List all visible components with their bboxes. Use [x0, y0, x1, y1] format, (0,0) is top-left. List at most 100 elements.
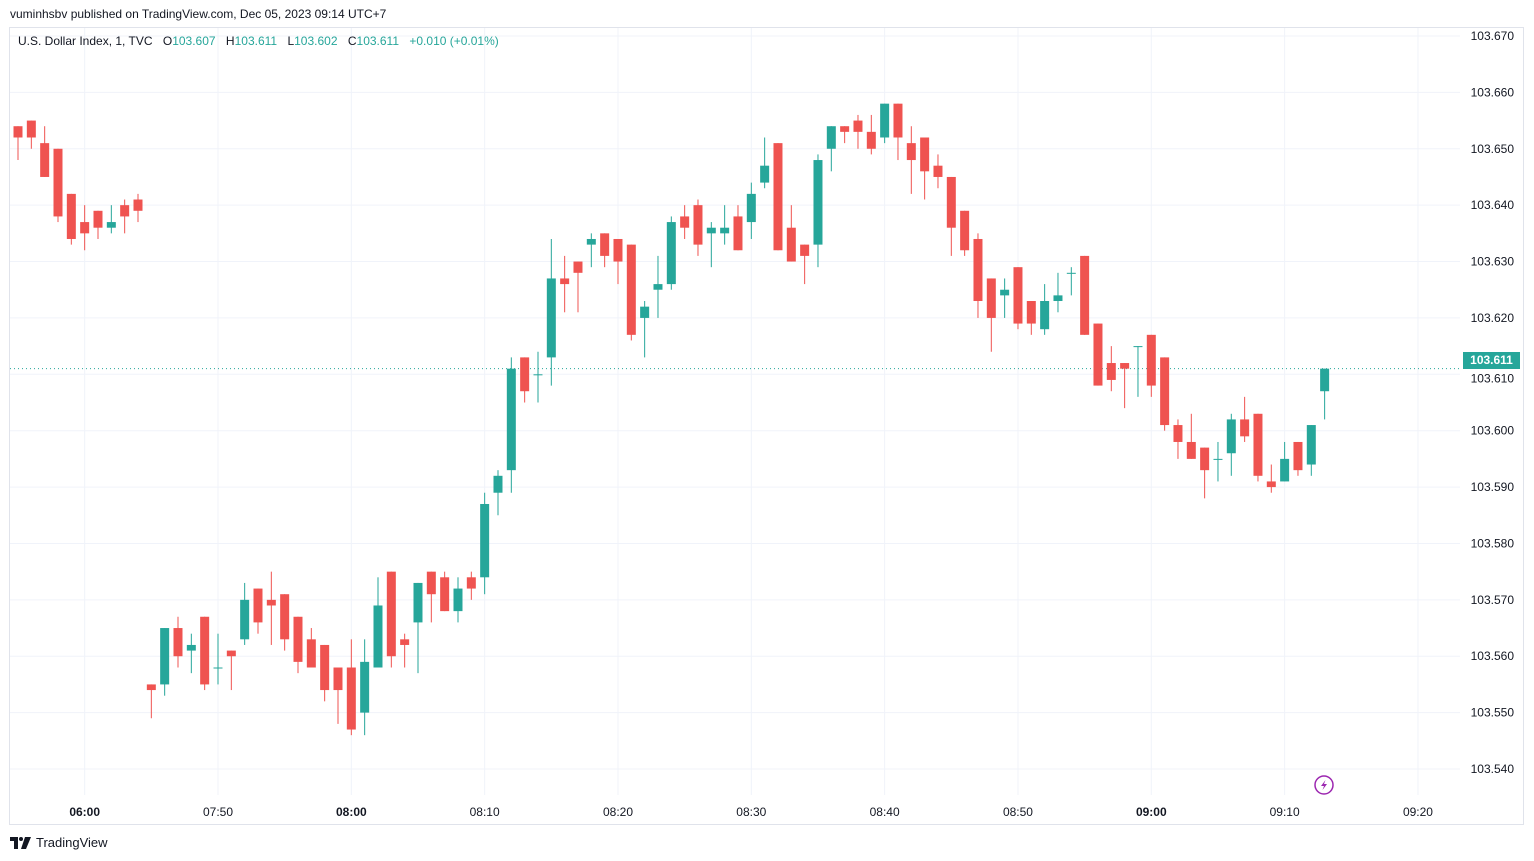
chart-frame — [9, 27, 1524, 825]
candle-down — [1026, 301, 1036, 335]
candle-body — [973, 238, 983, 302]
price-tick-label: 103.550 — [1471, 706, 1515, 720]
price-tick-label: 103.570 — [1471, 593, 1515, 607]
candle-down — [146, 684, 156, 719]
ohlc-legend: U.S. Dollar Index, 1, TVC O103.607 H103.… — [18, 34, 499, 48]
tradingview-logo[interactable]: TradingView — [10, 835, 108, 850]
price-tick-label: 103.650 — [1471, 142, 1515, 156]
candle-down — [866, 114, 876, 155]
candle-up — [1000, 278, 1010, 318]
candle-down — [1146, 334, 1156, 397]
lightning-icon[interactable] — [1314, 775, 1334, 795]
candle-down — [1013, 267, 1023, 330]
candle-body — [1093, 323, 1103, 386]
candle-down — [893, 103, 903, 161]
candle-down — [973, 233, 983, 318]
candle-down — [1120, 363, 1130, 409]
candle-down — [680, 205, 690, 239]
close-label: C — [347, 34, 357, 48]
time-axis: 06:00 07:50 08:00 08:10 08:20 08:30 08:40 08:50… — [69, 805, 1433, 819]
candle-down — [560, 255, 570, 313]
candle-down — [1106, 346, 1116, 392]
candle-down — [920, 137, 930, 200]
candle-down — [613, 238, 623, 285]
candle-down — [1240, 396, 1250, 442]
close-value: 103.611 — [356, 34, 400, 48]
candle-down — [1173, 419, 1183, 459]
candle-body — [1053, 295, 1063, 302]
candle-body — [480, 503, 490, 578]
symbol-title[interactable]: U.S. Dollar Index, 1, TVC — [18, 34, 153, 48]
candle-up — [706, 222, 716, 268]
candle-down — [1293, 441, 1303, 476]
price-tick-label: 103.660 — [1471, 85, 1515, 99]
candle-down — [1160, 357, 1170, 431]
candle-body — [26, 120, 36, 138]
candle-down — [13, 126, 23, 161]
candle-body — [133, 199, 143, 211]
candle-body — [80, 222, 90, 234]
candle-down — [906, 126, 916, 194]
change-value: +0.010 (+0.01%) — [409, 34, 499, 48]
candle-up — [186, 633, 196, 674]
candle-down — [253, 588, 263, 634]
open-value: 103.607 — [172, 34, 216, 48]
candle-body — [586, 238, 596, 245]
candle-body — [1080, 255, 1090, 335]
candle-body — [1253, 413, 1263, 476]
candle-body — [733, 216, 743, 251]
candle-body — [146, 684, 156, 691]
time-tick-label: 08:30 — [736, 805, 766, 819]
candle-up — [1066, 267, 1076, 296]
candle-body — [120, 205, 130, 217]
candle-down — [1253, 413, 1263, 482]
candle-up — [880, 103, 890, 144]
candle-body — [466, 577, 476, 589]
candle-down — [466, 571, 476, 600]
candle-body — [226, 650, 236, 657]
candle-body — [1066, 272, 1076, 274]
brand-name: TradingView — [36, 835, 108, 850]
candle-down — [1200, 447, 1210, 499]
high-label: H — [225, 34, 235, 48]
candle-down — [173, 616, 183, 668]
candle-body — [1146, 334, 1156, 386]
candle-down — [933, 154, 943, 189]
candle-down — [1093, 323, 1103, 386]
price-tick-label: 103.600 — [1471, 424, 1515, 438]
price-tick-label: 103.670 — [1471, 29, 1515, 43]
candle-up — [1226, 413, 1236, 476]
candle-down — [1186, 413, 1196, 459]
candle-down — [626, 244, 636, 341]
candle-body — [1013, 267, 1023, 324]
low-label: L — [287, 34, 295, 48]
candle-body — [1160, 357, 1170, 426]
candle-body — [506, 368, 516, 471]
candle-up — [160, 628, 170, 696]
candle-body — [400, 639, 410, 645]
candle-down — [280, 594, 290, 651]
candle-body — [746, 193, 756, 223]
candle-body — [960, 210, 970, 251]
time-tick-label: 06:00 — [69, 805, 100, 819]
candle-down — [400, 633, 410, 668]
candle-body — [1280, 458, 1290, 482]
price-tick-label: 103.610 — [1471, 372, 1515, 386]
candle-down — [293, 616, 303, 674]
high-value: 103.611 — [234, 34, 278, 48]
candle-body — [1320, 368, 1330, 392]
candle-down — [226, 650, 236, 691]
candle-down — [266, 571, 276, 645]
candle-up — [1320, 368, 1330, 420]
candle-body — [613, 238, 623, 262]
candle-up — [1213, 441, 1223, 482]
candle-down — [573, 261, 583, 313]
candle-up — [106, 205, 116, 234]
candle-body — [946, 176, 956, 228]
open-label: O — [162, 34, 173, 48]
candle-down — [80, 205, 90, 251]
candle-body — [760, 165, 770, 183]
candle-down — [320, 644, 330, 702]
candle-body — [53, 148, 63, 217]
